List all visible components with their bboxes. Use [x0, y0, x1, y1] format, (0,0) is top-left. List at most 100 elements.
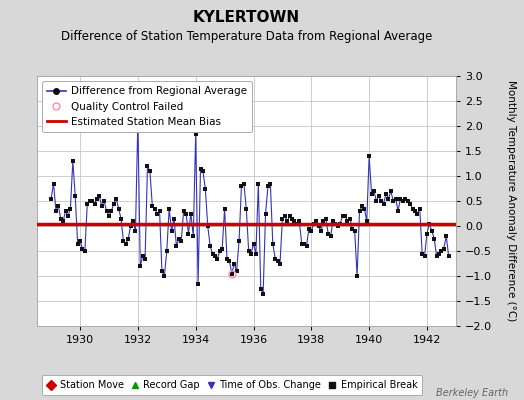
Point	[160, 273, 169, 279]
Point	[387, 188, 395, 194]
Point	[281, 213, 289, 219]
Point	[399, 198, 407, 204]
Point	[353, 273, 361, 279]
Point	[107, 208, 116, 214]
Point	[132, 228, 140, 234]
Point	[317, 228, 325, 234]
Point	[49, 180, 58, 187]
Point	[184, 230, 193, 237]
Point	[213, 255, 222, 262]
Point	[95, 193, 104, 199]
Point	[196, 165, 205, 172]
Point	[143, 163, 151, 169]
Point	[189, 233, 198, 239]
Point	[307, 228, 315, 234]
Point	[194, 280, 202, 287]
Point	[66, 205, 74, 212]
Point	[403, 198, 412, 204]
Point	[391, 195, 400, 202]
Point	[138, 253, 147, 259]
Point	[54, 203, 62, 209]
Point	[384, 195, 392, 202]
Point	[199, 168, 207, 174]
Point	[418, 250, 427, 257]
Point	[425, 220, 433, 227]
Point	[158, 268, 166, 274]
Point	[416, 205, 424, 212]
Point	[372, 198, 380, 204]
Point	[206, 243, 214, 249]
Point	[179, 208, 188, 214]
Point	[379, 200, 388, 207]
Point	[408, 205, 417, 212]
Point	[170, 215, 178, 222]
Point	[126, 223, 135, 229]
Point	[343, 218, 352, 224]
Point	[155, 208, 163, 214]
Point	[239, 180, 248, 187]
Point	[271, 255, 279, 262]
Point	[227, 270, 236, 277]
Point	[119, 238, 128, 244]
Point	[59, 218, 68, 224]
Point	[389, 198, 397, 204]
Point	[341, 213, 350, 219]
Point	[230, 260, 238, 267]
Point	[257, 285, 265, 292]
Point	[201, 185, 210, 192]
Point	[209, 250, 217, 257]
Point	[339, 213, 347, 219]
Point	[430, 235, 439, 242]
Point	[329, 218, 337, 224]
Point	[47, 195, 56, 202]
Point	[78, 245, 86, 252]
Point	[97, 203, 106, 209]
Point	[105, 213, 113, 219]
Point	[298, 240, 306, 247]
Point	[117, 215, 125, 222]
Point	[110, 200, 118, 207]
Point	[134, 118, 142, 124]
Point	[423, 230, 431, 237]
Point	[420, 253, 429, 259]
Point	[363, 218, 371, 224]
Point	[167, 228, 176, 234]
Point	[69, 158, 77, 164]
Point	[122, 240, 130, 247]
Point	[348, 225, 356, 232]
Point	[444, 253, 453, 259]
Point	[293, 220, 301, 227]
Point	[225, 258, 234, 264]
Point	[203, 223, 212, 229]
Point	[112, 195, 121, 202]
Point	[310, 220, 318, 227]
Point	[406, 200, 414, 207]
Point	[88, 198, 96, 204]
Point	[290, 218, 299, 224]
Point	[187, 210, 195, 217]
Point	[114, 205, 123, 212]
Point	[83, 200, 92, 207]
Point	[264, 183, 272, 189]
Point	[90, 200, 99, 207]
Point	[305, 225, 313, 232]
Point	[413, 210, 421, 217]
Point	[129, 218, 137, 224]
Point	[401, 195, 409, 202]
Point	[172, 243, 181, 249]
Point	[148, 203, 157, 209]
Point	[237, 183, 246, 189]
Text: KYLERTOWN: KYLERTOWN	[193, 10, 300, 25]
Point	[81, 248, 89, 254]
Point	[322, 215, 330, 222]
Y-axis label: Monthly Temperature Anomaly Difference (°C): Monthly Temperature Anomaly Difference (…	[506, 80, 516, 322]
Point	[242, 205, 250, 212]
Text: Difference of Station Temperature Data from Regional Average: Difference of Station Temperature Data f…	[61, 30, 432, 43]
Point	[288, 215, 296, 222]
Text: Berkeley Earth: Berkeley Earth	[436, 388, 508, 398]
Point	[377, 198, 385, 204]
Point	[191, 130, 200, 137]
Point	[276, 260, 284, 267]
Point	[269, 240, 277, 247]
Point	[153, 210, 161, 217]
